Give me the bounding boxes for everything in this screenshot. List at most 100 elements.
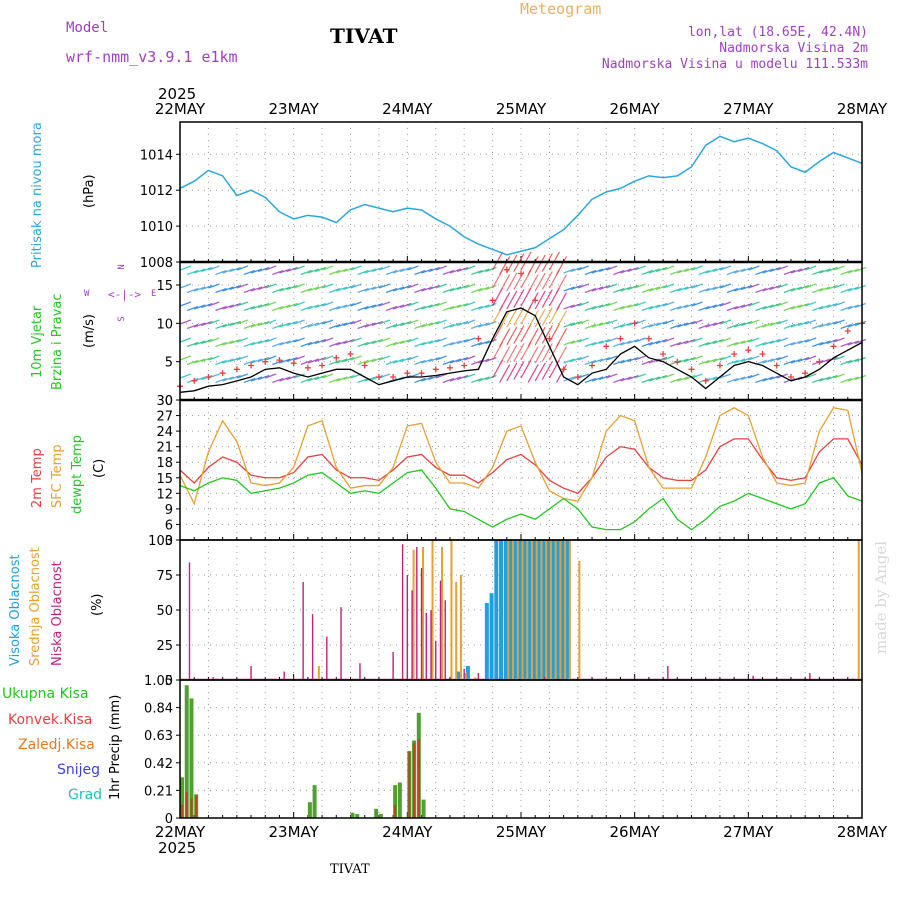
wind-arrow xyxy=(591,286,604,292)
wind-arrow xyxy=(215,341,227,348)
wind-arrow xyxy=(641,359,653,366)
gust-marker xyxy=(844,328,851,334)
wind-arrow xyxy=(748,355,760,361)
wind-arrow xyxy=(541,271,553,290)
wind-arrow xyxy=(442,323,455,330)
wind-arrow xyxy=(471,359,483,366)
wind-arrow xyxy=(179,265,192,271)
wind-arrow xyxy=(421,340,433,346)
wind-arrow xyxy=(634,283,646,289)
gust-marker xyxy=(503,266,510,273)
wind-arrow xyxy=(677,268,689,274)
wind-arrow xyxy=(598,356,611,363)
wind-arrow xyxy=(222,340,234,346)
gust-marker xyxy=(759,351,766,357)
wind-arrow xyxy=(272,359,284,366)
wind-arrow xyxy=(456,374,469,381)
mid-cloud-bar xyxy=(512,540,515,680)
wind-arrow xyxy=(300,377,312,384)
wind-arrow xyxy=(463,319,476,325)
wind-arrow xyxy=(719,301,732,307)
wind-arrow xyxy=(819,376,831,382)
wind-arrow xyxy=(733,304,746,310)
wind-arrow xyxy=(748,373,760,379)
wind-label-2: Brzina i Pravac xyxy=(50,293,65,390)
wind-arrow xyxy=(407,373,419,379)
wind-arrow xyxy=(606,355,618,361)
wind-arrow xyxy=(648,286,661,292)
gust-marker xyxy=(446,364,453,371)
wind-arrow xyxy=(485,374,497,381)
wind-arrow xyxy=(208,319,220,325)
wind-arrow xyxy=(826,266,838,273)
wind-arrow xyxy=(662,319,675,325)
wind-arrow xyxy=(854,374,867,381)
wind-arrow xyxy=(236,337,249,343)
wind-arrow xyxy=(243,341,256,348)
wind-arrow xyxy=(350,337,362,343)
wind-arrow xyxy=(336,358,348,364)
y-tick-label: 0.21 xyxy=(144,784,173,799)
compass-s: S xyxy=(114,316,125,322)
wind-arrow xyxy=(222,322,234,328)
x-tick-label-top: 25MAY xyxy=(496,100,547,118)
wind-arrow xyxy=(520,305,532,325)
wind-arrow xyxy=(257,320,270,327)
wind-arrow xyxy=(733,322,746,328)
wind-arrow xyxy=(293,301,305,307)
wind-arrow xyxy=(364,340,376,346)
wind-arrow xyxy=(243,305,256,312)
wind-arrow xyxy=(506,290,518,310)
wind-arrow xyxy=(541,325,553,344)
low-cloud-bar xyxy=(302,582,304,680)
wind-arrow xyxy=(336,304,348,310)
wind-arrow xyxy=(662,373,675,379)
wind-arrow xyxy=(833,319,845,325)
wind-arrow xyxy=(520,251,532,271)
wind-arrow xyxy=(236,265,249,271)
wind-arrow xyxy=(804,355,817,361)
wind-arrow xyxy=(847,286,859,292)
wind-arrow xyxy=(854,320,867,327)
wind-arrow xyxy=(279,376,291,382)
wind-arrow xyxy=(790,322,803,328)
wind-arrow xyxy=(840,359,852,366)
wind-arrow xyxy=(456,284,469,291)
wind-arrow xyxy=(812,341,824,348)
wind-arrow xyxy=(421,286,433,292)
wind-arrow xyxy=(492,287,504,307)
low-cloud-bar xyxy=(809,673,811,680)
wind-arrow xyxy=(634,301,646,307)
wind-arrow xyxy=(812,305,824,312)
gust-marker xyxy=(589,362,596,369)
wind-arrow xyxy=(755,269,767,276)
wind-arrow xyxy=(548,269,560,289)
wind-arrow xyxy=(577,319,590,325)
wind-arrow xyxy=(400,338,412,345)
wind-arrow xyxy=(201,338,213,345)
cloud-label-2: Srednja Oblacnost xyxy=(28,547,43,666)
wind-arrow xyxy=(669,287,682,294)
wind-arrow xyxy=(648,322,661,328)
precip-total-bar xyxy=(421,799,426,818)
high-cloud-bar xyxy=(484,603,489,680)
gust-marker xyxy=(645,335,652,342)
wind-arrow xyxy=(357,287,369,294)
wind-arrow xyxy=(833,355,845,361)
wind-arrow xyxy=(328,305,341,312)
wind-arrow xyxy=(357,305,369,312)
wind-arrow xyxy=(343,338,355,345)
wind-arrow xyxy=(463,337,476,343)
wind-arrow xyxy=(314,284,327,291)
wind-arrow xyxy=(598,266,611,273)
wind-arrow xyxy=(385,323,398,330)
y-tick-label: 12 xyxy=(156,487,173,502)
gust-marker xyxy=(475,335,482,342)
wind-arrow xyxy=(719,337,732,343)
wind-arrow xyxy=(407,265,419,271)
wind-arrow xyxy=(321,373,334,379)
wind-arrow xyxy=(229,374,241,381)
wind-arrow xyxy=(726,377,739,384)
wind-arrow xyxy=(741,320,753,327)
wind-arrow xyxy=(570,374,582,381)
